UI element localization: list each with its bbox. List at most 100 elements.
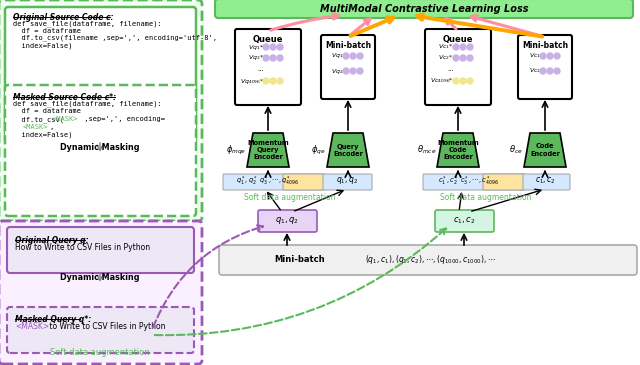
Text: $\theta_{ce}$: $\theta_{ce}$	[509, 144, 523, 156]
Text: Queue: Queue	[253, 35, 284, 44]
Text: df.to_csv(: df.to_csv(	[13, 116, 64, 123]
Text: <MASK>: <MASK>	[53, 116, 79, 122]
Text: Dynamic Masking: Dynamic Masking	[60, 273, 140, 281]
FancyBboxPatch shape	[7, 307, 194, 353]
Polygon shape	[437, 133, 479, 167]
Text: $Vq_1$: $Vq_1$	[332, 51, 344, 61]
FancyBboxPatch shape	[258, 210, 317, 232]
FancyBboxPatch shape	[219, 245, 637, 275]
Text: $q_1^*,q_2^*$ $q_3^*,\cdots,q_{4096}^*$: $q_1^*,q_2^*$ $q_3^*,\cdots,q_{4096}^*$	[236, 174, 300, 188]
FancyBboxPatch shape	[435, 210, 494, 232]
Text: ,: ,	[50, 124, 54, 130]
Circle shape	[460, 78, 466, 84]
Text: $c_1, c_2$: $c_1, c_2$	[452, 216, 476, 226]
Text: Momentum
Code
Encoder: Momentum Code Encoder	[437, 140, 479, 160]
Circle shape	[357, 53, 363, 59]
Circle shape	[554, 53, 560, 59]
Text: Dynamic Masking: Dynamic Masking	[60, 142, 140, 151]
Circle shape	[554, 68, 560, 74]
Text: Masked Source Code c*:: Masked Source Code c*:	[13, 93, 116, 102]
Circle shape	[343, 68, 349, 74]
Text: MultiModal Contrastive Learning Loss: MultiModal Contrastive Learning Loss	[320, 4, 528, 14]
Circle shape	[460, 55, 466, 61]
Text: def save_file(dataframe, filename):: def save_file(dataframe, filename):	[13, 100, 162, 107]
Circle shape	[270, 78, 276, 84]
FancyBboxPatch shape	[321, 35, 375, 99]
Circle shape	[350, 53, 356, 59]
Text: $Vc_2$*: $Vc_2$*	[438, 54, 454, 62]
Text: $\phi_{mqe}$: $\phi_{mqe}$	[226, 143, 246, 157]
Text: to Write to CSV Files in Python: to Write to CSV Files in Python	[47, 322, 166, 331]
FancyBboxPatch shape	[0, 221, 202, 364]
Text: Original Query q:: Original Query q:	[15, 236, 88, 245]
Circle shape	[467, 44, 473, 50]
FancyBboxPatch shape	[215, 0, 633, 18]
Circle shape	[270, 44, 276, 50]
Circle shape	[277, 55, 283, 61]
Text: Queue: Queue	[443, 35, 473, 44]
Text: df = dataframe: df = dataframe	[13, 108, 81, 114]
Circle shape	[547, 68, 553, 74]
Circle shape	[540, 68, 546, 74]
FancyBboxPatch shape	[322, 174, 372, 190]
Text: $Vc_{4096}$*: $Vc_{4096}$*	[430, 77, 454, 85]
Text: $\theta_{mce}$: $\theta_{mce}$	[417, 144, 436, 156]
Text: Code
Encoder: Code Encoder	[530, 143, 560, 157]
Circle shape	[453, 78, 459, 84]
Text: $c_1^*,c_2^*$ $c_3^*,\cdots,c_{4096}^*$: $c_1^*,c_2^*$ $c_3^*,\cdots,c_{4096}^*$	[438, 174, 499, 188]
Text: Mini-batch: Mini-batch	[325, 41, 371, 50]
FancyBboxPatch shape	[483, 174, 523, 190]
Text: ...: ...	[447, 66, 454, 72]
Text: $q_1, q_2$: $q_1, q_2$	[336, 176, 358, 187]
Polygon shape	[247, 133, 289, 167]
Text: How to Write to CSV Files in Python: How to Write to CSV Files in Python	[15, 243, 150, 252]
Text: Query
Encoder: Query Encoder	[333, 143, 363, 157]
Circle shape	[263, 78, 269, 84]
Circle shape	[277, 78, 283, 84]
Text: $c_1, c_2$: $c_1, c_2$	[534, 176, 556, 186]
Text: Soft data augmentation: Soft data augmentation	[244, 192, 336, 201]
Text: index=False): index=False)	[13, 132, 72, 138]
Circle shape	[453, 55, 459, 61]
Text: Momentum
Query
Encoder: Momentum Query Encoder	[247, 140, 289, 160]
Circle shape	[453, 44, 459, 50]
Text: $Vq_{4096}$*: $Vq_{4096}$*	[239, 77, 264, 85]
Circle shape	[270, 55, 276, 61]
Text: ...: ...	[257, 66, 264, 72]
Circle shape	[350, 68, 356, 74]
Circle shape	[263, 44, 269, 50]
Text: $Vc_1$: $Vc_1$	[529, 51, 541, 61]
Circle shape	[540, 53, 546, 59]
Text: $Vq_2$*: $Vq_2$*	[248, 54, 264, 62]
FancyBboxPatch shape	[425, 29, 491, 105]
Text: $\phi_{qe}$: $\phi_{qe}$	[312, 143, 326, 157]
Polygon shape	[327, 133, 369, 167]
Text: $Vc_1$*: $Vc_1$*	[438, 43, 454, 51]
Text: Original Source Code c:: Original Source Code c:	[13, 13, 113, 22]
Circle shape	[467, 78, 473, 84]
FancyBboxPatch shape	[518, 35, 572, 99]
Circle shape	[467, 55, 473, 61]
Text: Mini-batch: Mini-batch	[522, 41, 568, 50]
Text: $Vq_2$: $Vq_2$	[332, 66, 344, 76]
Text: Masked Query q*:: Masked Query q*:	[15, 315, 92, 324]
FancyBboxPatch shape	[7, 227, 194, 273]
FancyBboxPatch shape	[0, 0, 202, 221]
Circle shape	[547, 53, 553, 59]
Text: Soft data augmentation: Soft data augmentation	[440, 192, 532, 201]
Text: $Vq_1$*: $Vq_1$*	[248, 42, 264, 51]
FancyBboxPatch shape	[223, 174, 325, 190]
FancyBboxPatch shape	[283, 174, 323, 190]
Circle shape	[263, 55, 269, 61]
Circle shape	[357, 68, 363, 74]
Text: $(q_1, c_1),(q_2, c_2),\cdots,(q_{1000}, c_{1000}),\cdots$: $(q_1, c_1),(q_2, c_2),\cdots,(q_{1000},…	[365, 254, 495, 266]
Text: def save_file(dataframe, filename):
  df = dataframe
  df.to_csv(filename ,sep=': def save_file(dataframe, filename): df =…	[13, 20, 217, 49]
Text: <MASK>: <MASK>	[15, 322, 49, 331]
FancyBboxPatch shape	[235, 29, 301, 105]
Text: Soft data augmentation: Soft data augmentation	[50, 348, 150, 357]
Circle shape	[460, 44, 466, 50]
Text: <MASK>: <MASK>	[23, 124, 49, 130]
FancyBboxPatch shape	[520, 174, 570, 190]
Polygon shape	[524, 133, 566, 167]
Text: ,sep=',', encoding=: ,sep=',', encoding=	[80, 116, 165, 122]
